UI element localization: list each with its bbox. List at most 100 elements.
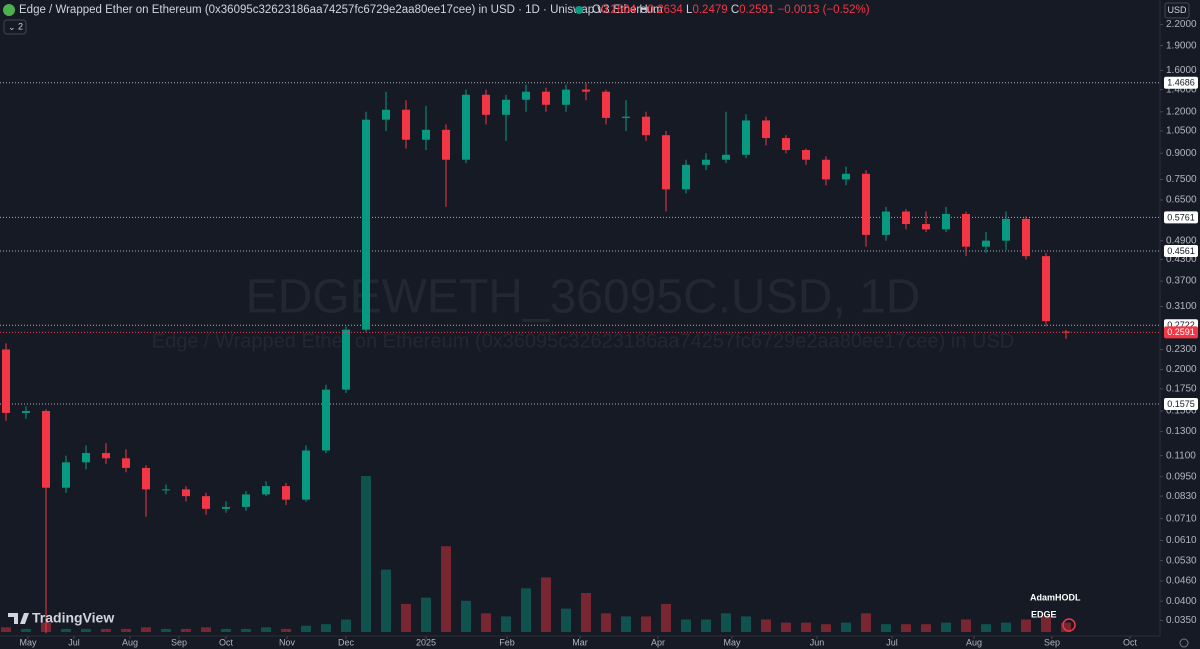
y-tick-label: 0.1300: [1166, 426, 1197, 437]
candle-body: [462, 94, 470, 160]
indicator-toggle[interactable]: [3, 19, 27, 35]
y-tick-label: 1.6000: [1166, 65, 1197, 76]
x-tick-label: Jul: [68, 637, 80, 647]
candle-body: [762, 120, 770, 139]
currency-label: USD: [1167, 5, 1187, 15]
volume-bar: [781, 622, 791, 632]
volume-bar: [581, 593, 591, 632]
volume-bar: [101, 628, 111, 632]
volume-bar: [981, 624, 991, 632]
volume-bar: [621, 616, 631, 632]
y-tick-label: 1.2000: [1166, 106, 1197, 117]
price-label: 0.2722: [1167, 320, 1195, 330]
volume-bar: [121, 628, 131, 632]
y-tick-label: 0.3100: [1166, 301, 1197, 312]
header: Edge / Wrapped Ether on Ethereum (0x3609…: [3, 2, 1190, 35]
volume-bar: [701, 619, 711, 632]
volume-bar: [1021, 619, 1031, 632]
legend-label: L: [686, 4, 693, 16]
y-tick-label: 2.2000: [1166, 19, 1197, 30]
volume-bar: [661, 603, 671, 632]
candle-body: [622, 116, 630, 118]
y-tick-label: 0.2300: [1166, 344, 1197, 355]
status-dot: [575, 6, 583, 14]
candle-body: [902, 211, 910, 225]
price-label-box: [1164, 244, 1198, 257]
y-tick-label: 0.7500: [1166, 174, 1197, 185]
candle-body: [522, 91, 530, 100]
y-tick-label: 0.3700: [1166, 276, 1197, 287]
volume-bar: [641, 616, 651, 632]
volume-bar: [681, 619, 691, 632]
y-tick-label: 0.4900: [1166, 235, 1197, 246]
volume-bar: [821, 624, 831, 632]
settings-icon[interactable]: [1179, 638, 1189, 648]
x-tick-label: Sep: [171, 637, 187, 647]
x-tick-label: Jun: [810, 637, 825, 647]
candle-body: [1022, 218, 1030, 257]
candle-body: [422, 129, 430, 140]
y-tick-label: 0.0460: [1166, 576, 1197, 587]
symbol-icon: [3, 4, 15, 16]
y-tick-label: 0.0400: [1166, 596, 1197, 607]
candle-body: [802, 150, 810, 160]
plot: 2.2000 1.9000 1.6000 1.4000 1.2000 1.0500 0.90…: [0, 19, 1198, 647]
x-tick-label: Oct: [1123, 637, 1138, 647]
last-price-box: [1164, 326, 1198, 339]
candle-body: [222, 506, 230, 509]
y-tick-label: 1.4000: [1166, 84, 1197, 95]
candle-body: [602, 91, 610, 118]
chart-title: Edge / Wrapped Ether on Ethereum (0x3609…: [19, 4, 663, 16]
volume-bar: [881, 624, 891, 632]
candle-body: [202, 496, 210, 509]
x-tick-label: May: [723, 637, 741, 647]
x-tick-label: Aug: [966, 637, 982, 647]
x-tick-label: Sep: [1044, 637, 1060, 647]
volume-bar: [221, 628, 231, 632]
candle-body: [822, 159, 830, 180]
candle-body: [402, 109, 410, 140]
candle-body: [782, 138, 790, 151]
x-tick-label: Aug: [122, 637, 138, 647]
candle-body: [962, 213, 970, 247]
volume-bar: [321, 624, 331, 632]
indicator-count-value: 2: [18, 22, 23, 32]
candle-body: [662, 135, 670, 190]
watermark-subtitle: Edge / Wrapped Ether on Ethereum (0x3609…: [152, 330, 1015, 352]
volume-bar: [361, 476, 371, 632]
x-tick-label: Feb: [499, 637, 515, 647]
volume-bar: [161, 628, 171, 632]
x-tick-label: Nov: [279, 637, 296, 647]
volume-bar: [921, 624, 931, 632]
author: AdamHODL: [1030, 592, 1081, 602]
y-tick-label: 1.0500: [1166, 126, 1197, 137]
x-tick-label: 2025: [416, 637, 436, 647]
brand-name: TradingView: [32, 610, 114, 626]
volume-bar: [421, 597, 431, 632]
legend-value: 0.2591: [739, 4, 774, 16]
volume-bar: [441, 546, 451, 632]
volume-bar: [801, 622, 811, 632]
candle-body: [702, 159, 710, 165]
currency-button[interactable]: [1164, 2, 1190, 19]
last-price-label: 0.2591: [1167, 327, 1195, 337]
candle-body: [862, 173, 870, 235]
candle-body: [322, 389, 330, 451]
volume-bar: [401, 603, 411, 632]
price-label: 0.5761: [1167, 212, 1195, 222]
x-tick-label: Apr: [651, 637, 665, 647]
candle-body: [482, 94, 490, 115]
volume-bar: [601, 613, 611, 632]
candle-body: [2, 349, 10, 413]
badge: [1062, 618, 1076, 632]
brand: TradingView AdamHODL EDGE: [8, 592, 1189, 648]
y-tick-label: 0.6500: [1166, 195, 1197, 206]
candle-body: [722, 154, 730, 160]
y-tick-label: 0.9000: [1166, 148, 1197, 159]
candle-body: [382, 109, 390, 120]
price-label-box: [1164, 211, 1198, 224]
candle-body: [642, 116, 650, 136]
watermark-title: EDGEWETH_36095C.USD, 1D: [246, 271, 921, 324]
volume-bar: [301, 625, 311, 632]
price-label-box: [1164, 76, 1198, 89]
